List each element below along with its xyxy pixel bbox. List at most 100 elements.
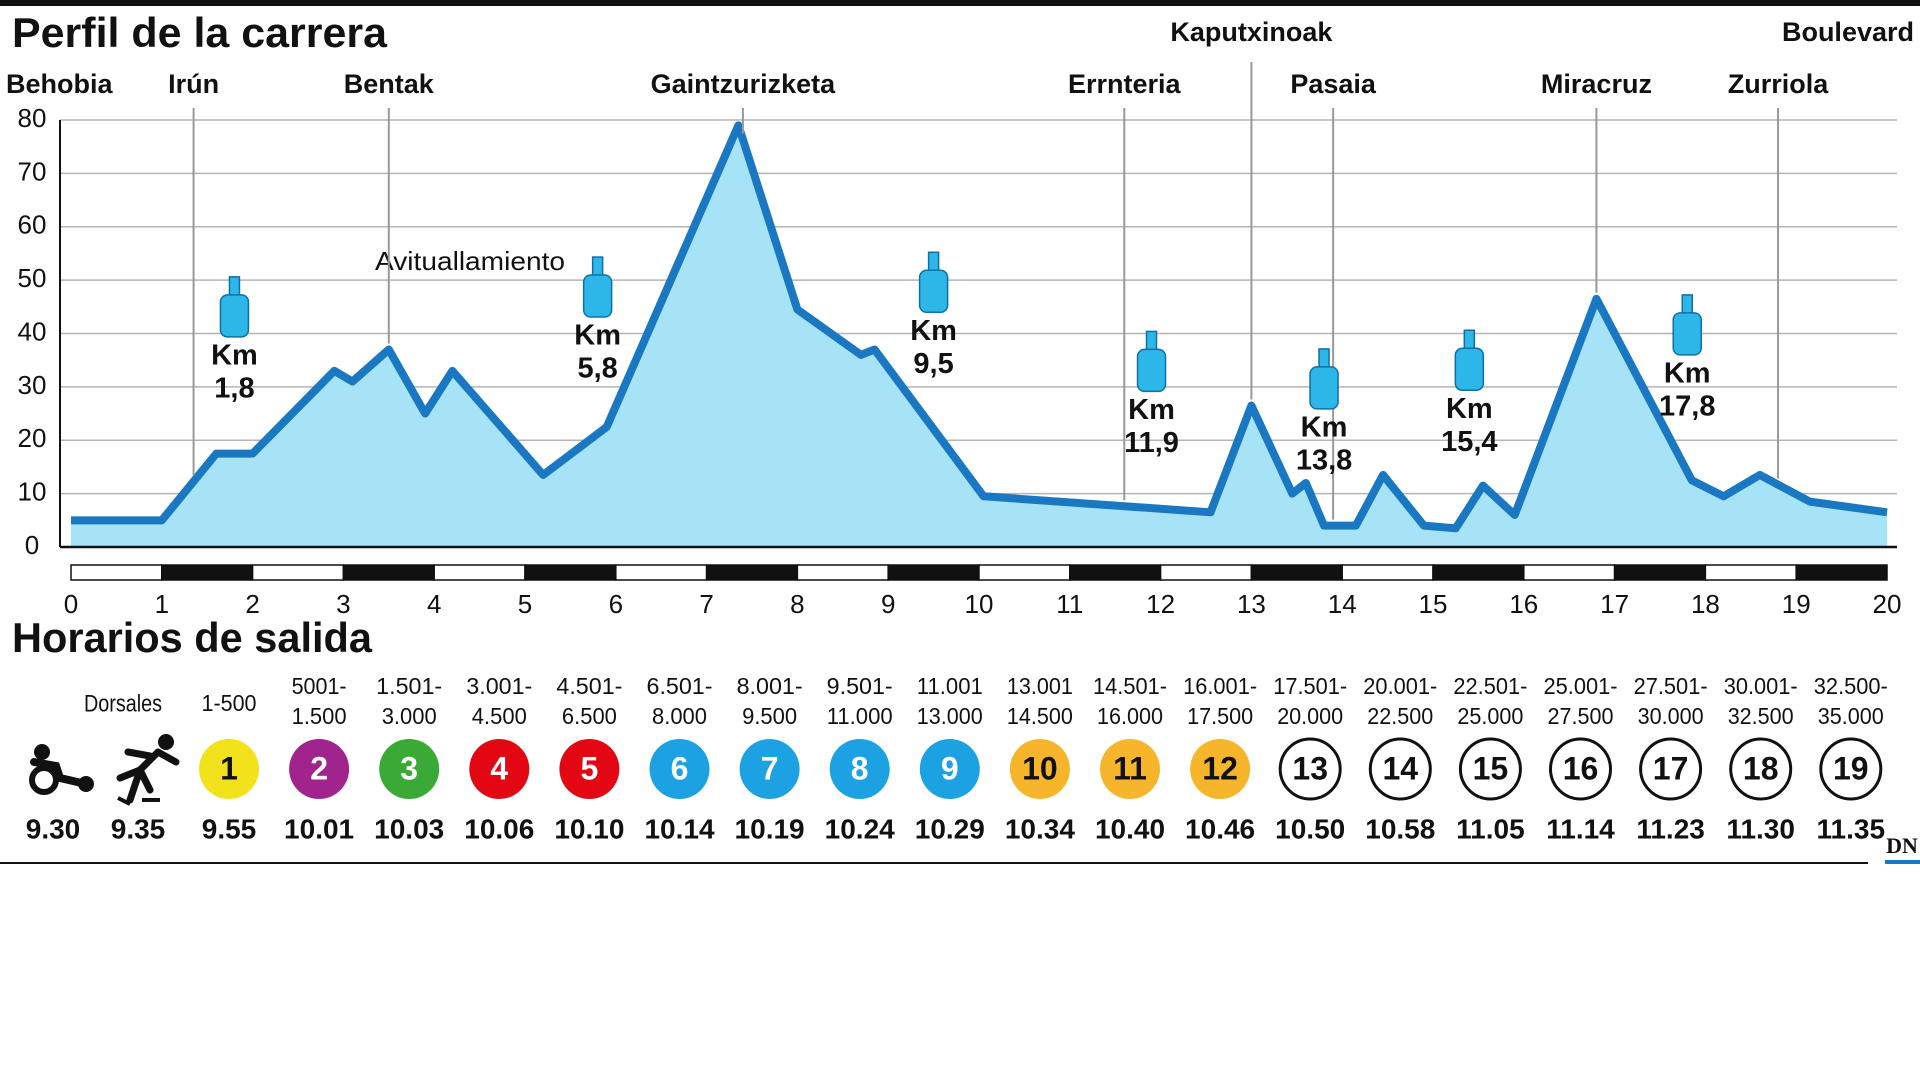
dorsal-range: 8.001- [737, 673, 803, 699]
bottle-body [1454, 347, 1485, 391]
y-tick-label: 60 [18, 210, 47, 240]
aid-station [219, 276, 250, 338]
wave-badge [469, 739, 530, 799]
dorsal-range: 27.501- [1634, 673, 1708, 699]
place-label: Miracruz [1541, 69, 1652, 99]
x-tick-label: 8 [790, 589, 804, 619]
place-label: Zurriola [1728, 69, 1829, 99]
dorsal-range: 9.501- [827, 673, 893, 699]
aid-station [1309, 348, 1339, 410]
wave-badge [1729, 737, 1793, 801]
aid-prefix: Km [1128, 394, 1175, 426]
dorsal-range: 20.001- [1363, 673, 1437, 699]
aid-station [582, 256, 613, 318]
km-scale-segment [1250, 564, 1343, 581]
x-tick-label: 0 [64, 589, 78, 619]
aid-km: 13,8 [1296, 445, 1352, 477]
dorsal-range: 25.000 [1457, 703, 1523, 729]
x-tick-label: 15 [1419, 589, 1448, 619]
x-tick-label: 13 [1237, 589, 1266, 619]
km-scale-segment [1795, 564, 1888, 581]
y-tick-label: 0 [25, 530, 39, 560]
aid-km: 11,9 [1124, 427, 1179, 459]
wave-badge [829, 739, 890, 799]
bottle-body [1309, 366, 1339, 410]
start-time: 9.35 [111, 813, 166, 844]
wave-badge [1458, 737, 1522, 801]
place-label: Behobia [6, 69, 113, 99]
wave-badge [919, 739, 980, 799]
km-scale-segment [342, 564, 435, 581]
km-scale-segment [705, 564, 799, 581]
place-label: Boulevard [1782, 17, 1914, 47]
x-tick-label: 19 [1782, 589, 1811, 619]
place-label: Errnteria [1068, 69, 1182, 99]
start-time: 10.03 [374, 813, 444, 844]
dorsal-range: 16.000 [1097, 703, 1163, 729]
wave-number: 2 [310, 750, 328, 786]
wave-badge [1819, 737, 1883, 801]
dorsal-range: 13.001 [1007, 673, 1073, 699]
aid-station [918, 251, 949, 314]
wave-badge [1190, 739, 1251, 799]
wave-badge [1368, 737, 1432, 801]
bottle-body [219, 294, 250, 338]
start-time: 10.40 [1095, 813, 1165, 844]
x-tick-label: 2 [245, 589, 259, 619]
x-tick-label: 18 [1691, 589, 1720, 619]
dorsal-range: 14.501- [1093, 673, 1167, 699]
place-label: Gaintzurizketa [651, 69, 837, 99]
bottle-body [1136, 348, 1167, 393]
y-tick-label: 40 [18, 316, 47, 346]
km-scale-segment [1613, 564, 1707, 581]
bottle-body [918, 269, 949, 314]
y-tick-label: 10 [18, 477, 47, 507]
aid-prefix: Km [1446, 393, 1493, 425]
wave-number: 16 [1563, 750, 1599, 786]
dorsal-range: 6.500 [562, 703, 617, 729]
km-scale-segment [1523, 564, 1616, 581]
km-scale-segment [1704, 564, 1797, 581]
dorsal-range: 1.500 [292, 703, 347, 729]
dorsal-range: 6.501- [647, 673, 713, 699]
x-tick-label: 7 [699, 589, 713, 619]
x-tick-label: 14 [1328, 589, 1357, 619]
km-scale-segment [615, 564, 708, 581]
wave-number: 8 [851, 750, 869, 786]
dorsal-range: 17.501- [1273, 673, 1347, 699]
dorsal-range: 27.500 [1548, 703, 1614, 729]
dorsal-range: 8.000 [652, 703, 707, 729]
wave-number: 4 [490, 750, 508, 786]
aid-km: 15,4 [1441, 426, 1497, 458]
aid-station [1454, 329, 1485, 391]
wave-number: 18 [1743, 750, 1779, 786]
aid-station [1136, 330, 1167, 393]
place-label: Kaputxinoak [1170, 17, 1333, 47]
dorsal-range: 22.501- [1453, 673, 1527, 699]
wave-badge [1009, 739, 1070, 799]
annotation: Avituallamiento [375, 246, 565, 276]
start-time: 10.10 [554, 813, 624, 844]
wave-number: 11 [1113, 750, 1147, 786]
dorsal-range: 32.500- [1814, 673, 1888, 699]
wave-number: 9 [941, 750, 959, 786]
dorsal-range: 35.000 [1818, 703, 1884, 729]
km-scale-segment [1341, 564, 1434, 581]
dorsal-range: 4.501- [556, 673, 622, 699]
wave-number: 5 [581, 750, 599, 786]
dorsal-label: Dorsales [84, 690, 162, 717]
aid-km: 17,8 [1659, 391, 1715, 423]
wave-number: 13 [1292, 750, 1328, 786]
start-time: 11.14 [1546, 813, 1615, 844]
start-time: 10.46 [1185, 813, 1255, 844]
wave-badge [649, 739, 710, 799]
y-tick-label: 50 [18, 263, 47, 293]
dorsal-range: 9.500 [742, 703, 797, 729]
wave-badge [739, 739, 800, 799]
bottle-body [582, 274, 613, 318]
y-tick-label: 20 [18, 423, 47, 453]
x-tick-label: 10 [965, 589, 994, 619]
dorsal-range: 1.501- [376, 673, 442, 699]
start-time: 10.58 [1365, 813, 1435, 844]
wave-number: 6 [671, 750, 689, 786]
